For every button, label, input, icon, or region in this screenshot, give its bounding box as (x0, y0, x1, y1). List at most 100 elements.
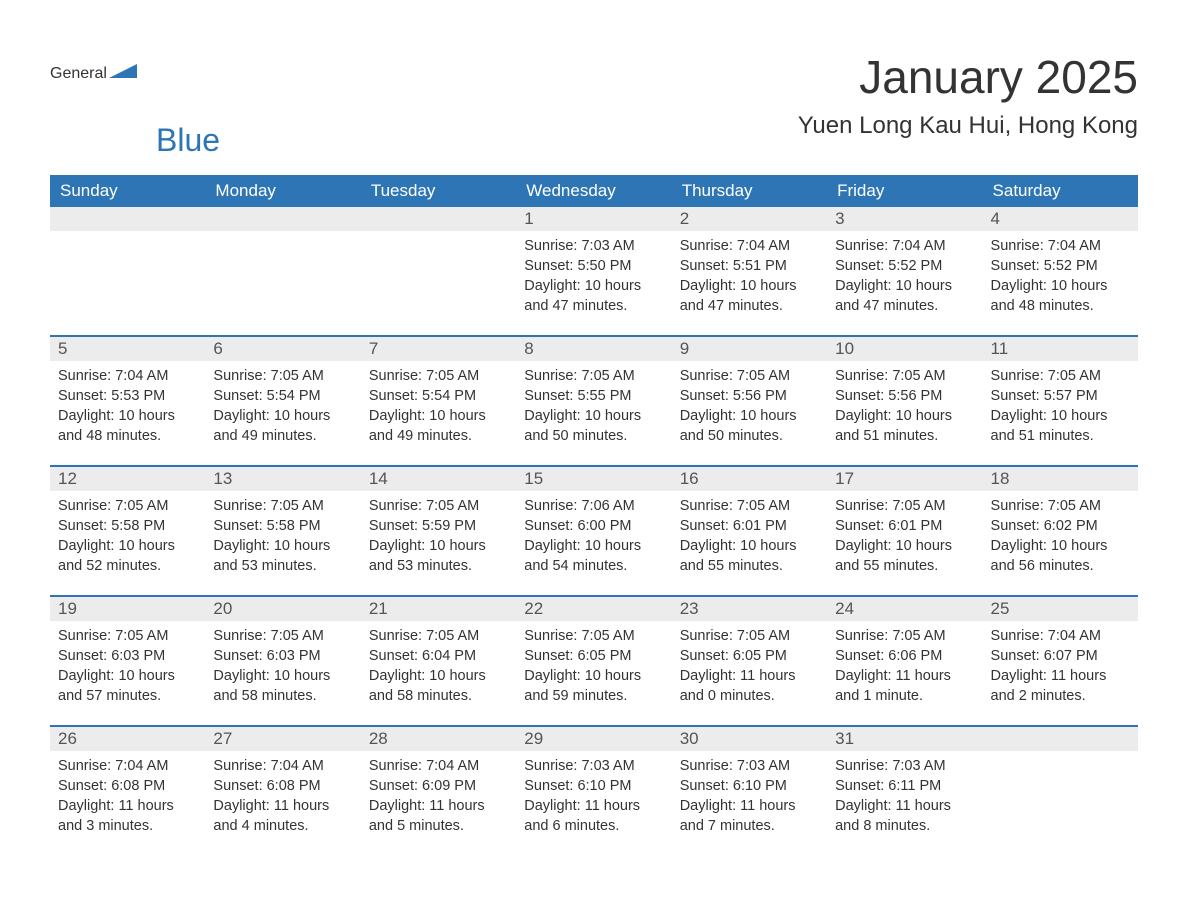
day-daylight2: and 8 minutes. (835, 816, 974, 836)
day-daylight1: Daylight: 11 hours (835, 666, 974, 686)
day-sunset: Sunset: 5:59 PM (369, 516, 508, 536)
day-number: 4 (983, 207, 1138, 231)
day-sunset: Sunset: 6:10 PM (680, 776, 819, 796)
day-details: Sunrise: 7:05 AMSunset: 5:59 PMDaylight:… (361, 491, 516, 586)
day-daylight2: and 49 minutes. (369, 426, 508, 446)
day-daylight2: and 2 minutes. (991, 686, 1130, 706)
day-daylight1: Daylight: 11 hours (680, 666, 819, 686)
calendar-day-cell: 18Sunrise: 7:05 AMSunset: 6:02 PMDayligh… (983, 467, 1138, 595)
calendar-day-cell (50, 207, 205, 335)
day-daylight1: Daylight: 10 hours (835, 276, 974, 296)
day-daylight2: and 5 minutes. (369, 816, 508, 836)
day-daylight2: and 56 minutes. (991, 556, 1130, 576)
day-sunset: Sunset: 5:55 PM (524, 386, 663, 406)
calendar-day-cell: 3Sunrise: 7:04 AMSunset: 5:52 PMDaylight… (827, 207, 982, 335)
day-sunset: Sunset: 6:01 PM (680, 516, 819, 536)
day-number: 22 (516, 597, 671, 621)
day-sunrise: Sunrise: 7:05 AM (835, 496, 974, 516)
day-number: 20 (205, 597, 360, 621)
day-sunset: Sunset: 6:03 PM (58, 646, 197, 666)
day-details: Sunrise: 7:05 AMSunset: 5:56 PMDaylight:… (827, 361, 982, 456)
day-sunrise: Sunrise: 7:03 AM (524, 236, 663, 256)
day-header-thursday: Thursday (672, 175, 827, 207)
day-number: 8 (516, 337, 671, 361)
day-sunset: Sunset: 6:01 PM (835, 516, 974, 536)
day-number: 1 (516, 207, 671, 231)
calendar-day-cell: 27Sunrise: 7:04 AMSunset: 6:08 PMDayligh… (205, 727, 360, 855)
calendar-day-cell: 13Sunrise: 7:05 AMSunset: 5:58 PMDayligh… (205, 467, 360, 595)
day-daylight2: and 3 minutes. (58, 816, 197, 836)
day-daylight2: and 58 minutes. (213, 686, 352, 706)
day-details: Sunrise: 7:04 AMSunset: 5:52 PMDaylight:… (827, 231, 982, 326)
calendar-week: 26Sunrise: 7:04 AMSunset: 6:08 PMDayligh… (50, 725, 1138, 855)
day-daylight2: and 6 minutes. (524, 816, 663, 836)
day-number: 19 (50, 597, 205, 621)
day-number: 23 (672, 597, 827, 621)
calendar-week: 1Sunrise: 7:03 AMSunset: 5:50 PMDaylight… (50, 207, 1138, 335)
day-sunset: Sunset: 5:56 PM (835, 386, 974, 406)
calendar-day-cell (361, 207, 516, 335)
day-sunset: Sunset: 6:10 PM (524, 776, 663, 796)
day-sunset: Sunset: 5:54 PM (369, 386, 508, 406)
day-details: Sunrise: 7:05 AMSunset: 5:57 PMDaylight:… (983, 361, 1138, 456)
calendar-day-cell: 12Sunrise: 7:05 AMSunset: 5:58 PMDayligh… (50, 467, 205, 595)
day-daylight2: and 53 minutes. (369, 556, 508, 576)
day-sunrise: Sunrise: 7:05 AM (58, 626, 197, 646)
day-details: Sunrise: 7:05 AMSunset: 5:55 PMDaylight:… (516, 361, 671, 456)
day-sunrise: Sunrise: 7:05 AM (369, 366, 508, 386)
day-sunrise: Sunrise: 7:05 AM (835, 366, 974, 386)
day-sunset: Sunset: 6:08 PM (58, 776, 197, 796)
calendar-day-cell: 31Sunrise: 7:03 AMSunset: 6:11 PMDayligh… (827, 727, 982, 855)
day-daylight2: and 0 minutes. (680, 686, 819, 706)
day-number: 2 (672, 207, 827, 231)
day-sunrise: Sunrise: 7:05 AM (835, 626, 974, 646)
weeks-container: 1Sunrise: 7:03 AMSunset: 5:50 PMDaylight… (50, 207, 1138, 855)
day-daylight1: Daylight: 10 hours (680, 276, 819, 296)
day-number: 14 (361, 467, 516, 491)
calendar-day-cell (205, 207, 360, 335)
day-sunrise: Sunrise: 7:04 AM (213, 756, 352, 776)
day-header-sunday: Sunday (50, 175, 205, 207)
calendar-day-cell: 28Sunrise: 7:04 AMSunset: 6:09 PMDayligh… (361, 727, 516, 855)
calendar-day-cell: 10Sunrise: 7:05 AMSunset: 5:56 PMDayligh… (827, 337, 982, 465)
day-sunrise: Sunrise: 7:05 AM (213, 366, 352, 386)
day-daylight1: Daylight: 10 hours (524, 536, 663, 556)
day-sunset: Sunset: 6:06 PM (835, 646, 974, 666)
day-number: 26 (50, 727, 205, 751)
calendar-day-cell: 14Sunrise: 7:05 AMSunset: 5:59 PMDayligh… (361, 467, 516, 595)
day-daylight2: and 54 minutes. (524, 556, 663, 576)
day-details: Sunrise: 7:05 AMSunset: 6:02 PMDaylight:… (983, 491, 1138, 586)
day-number: 3 (827, 207, 982, 231)
day-daylight1: Daylight: 10 hours (58, 536, 197, 556)
day-daylight1: Daylight: 10 hours (991, 406, 1130, 426)
calendar-week: 19Sunrise: 7:05 AMSunset: 6:03 PMDayligh… (50, 595, 1138, 725)
day-daylight1: Daylight: 10 hours (58, 666, 197, 686)
day-sunrise: Sunrise: 7:05 AM (58, 496, 197, 516)
day-sunset: Sunset: 6:02 PM (991, 516, 1130, 536)
day-header-monday: Monday (205, 175, 360, 207)
day-sunrise: Sunrise: 7:04 AM (369, 756, 508, 776)
day-sunset: Sunset: 6:03 PM (213, 646, 352, 666)
day-daylight2: and 1 minute. (835, 686, 974, 706)
day-number: 10 (827, 337, 982, 361)
day-details: Sunrise: 7:05 AMSunset: 6:01 PMDaylight:… (827, 491, 982, 586)
day-sunrise: Sunrise: 7:06 AM (524, 496, 663, 516)
day-number (983, 727, 1138, 751)
calendar-day-cell: 8Sunrise: 7:05 AMSunset: 5:55 PMDaylight… (516, 337, 671, 465)
day-sunrise: Sunrise: 7:04 AM (58, 756, 197, 776)
day-daylight1: Daylight: 11 hours (58, 796, 197, 816)
day-sunset: Sunset: 5:56 PM (680, 386, 819, 406)
day-daylight2: and 49 minutes. (213, 426, 352, 446)
day-details: Sunrise: 7:05 AMSunset: 5:58 PMDaylight:… (50, 491, 205, 586)
day-daylight2: and 57 minutes. (58, 686, 197, 706)
day-daylight1: Daylight: 10 hours (835, 536, 974, 556)
day-details: Sunrise: 7:05 AMSunset: 6:01 PMDaylight:… (672, 491, 827, 586)
day-number: 24 (827, 597, 982, 621)
day-daylight2: and 7 minutes. (680, 816, 819, 836)
day-sunset: Sunset: 6:09 PM (369, 776, 508, 796)
day-sunset: Sunset: 5:58 PM (213, 516, 352, 536)
day-header-wednesday: Wednesday (516, 175, 671, 207)
day-daylight1: Daylight: 10 hours (213, 666, 352, 686)
calendar-day-cell: 6Sunrise: 7:05 AMSunset: 5:54 PMDaylight… (205, 337, 360, 465)
day-number (50, 207, 205, 231)
